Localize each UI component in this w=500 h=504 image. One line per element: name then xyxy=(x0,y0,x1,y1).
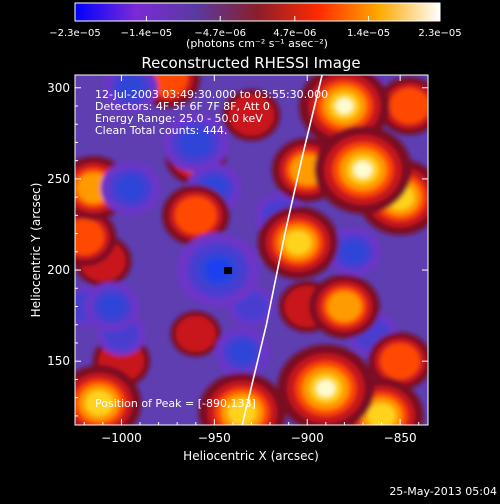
chart-title: Reconstructed RHESSI Image xyxy=(141,54,360,72)
heatmap-blob xyxy=(148,75,188,97)
heatmap-blob xyxy=(284,230,312,255)
y-tick-label: 200 xyxy=(47,263,70,277)
colorbar-tick-label: 1.4e−05 xyxy=(347,28,390,39)
x-tick-label: −1000 xyxy=(101,431,142,445)
colorbar-tick-label: 4.7e−06 xyxy=(273,28,316,39)
heatmap-blob xyxy=(180,128,212,157)
heatmap-blob xyxy=(367,403,396,425)
heatmap-image xyxy=(75,75,428,425)
heatmap-blob xyxy=(389,88,428,124)
x-axis-label: Heliocentric X (arcsec) xyxy=(183,449,319,463)
heatmap-blob xyxy=(85,390,114,416)
colorbar-tick-label: −4.7e−06 xyxy=(194,28,246,39)
y-axis-label: Heliocentric Y (arcsec) xyxy=(29,183,43,318)
y-tick-label: 300 xyxy=(47,81,70,95)
annotation-peak: Position of Peak = [-890,133] xyxy=(95,397,256,410)
heatmap-blob xyxy=(227,399,257,425)
heatmap-blob xyxy=(316,380,336,398)
x-axis: −1000 −950 −900 −850 xyxy=(83,75,420,445)
colorbar-gradient xyxy=(74,2,441,22)
heatmap-blob xyxy=(228,94,275,136)
colorbar-tick-label: −1.4e−05 xyxy=(121,28,173,39)
colorbar-tick-label: −2.3e−05 xyxy=(49,28,101,39)
colorbar-unit-label: (photons cm⁻² s⁻¹ asec⁻²) xyxy=(186,37,328,50)
x-tick-label: −850 xyxy=(384,431,417,445)
footer-timestamp: 25-May-2013 05:04 xyxy=(389,485,497,498)
y-axis: 150 200 250 300 xyxy=(47,81,428,417)
x-tick-label: −950 xyxy=(198,431,231,445)
annotation-detectors: Detectors: 4F 5F 6F 7F 8F, Att 0 xyxy=(95,100,270,113)
heatmap-blob xyxy=(229,340,256,364)
heatmap-blob xyxy=(116,175,146,201)
annotation-energy: Energy Range: 25.0 - 50.0 keV xyxy=(95,112,263,125)
colorbar: −2.3e−05 −1.4e−05 −4.7e−06 4.7e−06 1.4e−05 2.… xyxy=(49,2,462,50)
y-tick-label: 250 xyxy=(47,172,70,186)
heatmap-blob xyxy=(99,294,126,319)
plot-area xyxy=(75,75,428,425)
heatmap-blob xyxy=(353,161,373,179)
colorbar-tick-label: 2.3e−05 xyxy=(418,28,461,39)
heatmap-blob xyxy=(340,240,367,264)
annotation-block: 12-Jul-2003 03:49:30.000 to 03:55:30.000… xyxy=(95,88,328,410)
solar-limb-curve xyxy=(241,75,323,425)
heatmap-blob xyxy=(327,291,362,322)
heatmap-blob xyxy=(117,76,144,100)
heatmap-blob xyxy=(175,315,216,352)
annotation-clean: Clean Total counts: 444. xyxy=(95,124,227,137)
colorbar-ticks: −2.3e−05 −1.4e−05 −4.7e−06 4.7e−06 1.4e−05 2.… xyxy=(49,16,462,39)
heatmap-blob xyxy=(205,259,231,281)
heatmap-blob xyxy=(335,98,354,114)
x-tick-label: −900 xyxy=(291,431,324,445)
y-tick-label: 150 xyxy=(47,354,70,368)
heatmap-blob xyxy=(174,196,217,235)
annotation-time: 12-Jul-2003 03:49:30.000 to 03:55:30.000 xyxy=(95,88,328,101)
heatmap-blob xyxy=(380,343,420,380)
peak-marker xyxy=(224,267,233,275)
heatmap-blob xyxy=(75,219,105,256)
